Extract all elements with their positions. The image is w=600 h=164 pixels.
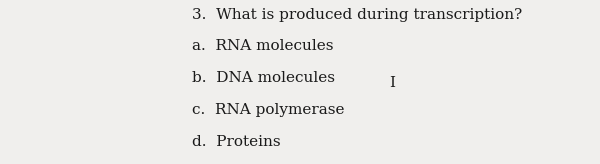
Text: I: I xyxy=(389,76,395,90)
Text: a.  RNA molecules: a. RNA molecules xyxy=(192,39,334,53)
Text: d.  Proteins: d. Proteins xyxy=(192,135,281,149)
Text: 3.  What is produced during transcription?: 3. What is produced during transcription… xyxy=(192,8,522,22)
Text: b.  DNA molecules: b. DNA molecules xyxy=(192,71,335,85)
Text: c.  RNA polymerase: c. RNA polymerase xyxy=(192,103,344,117)
